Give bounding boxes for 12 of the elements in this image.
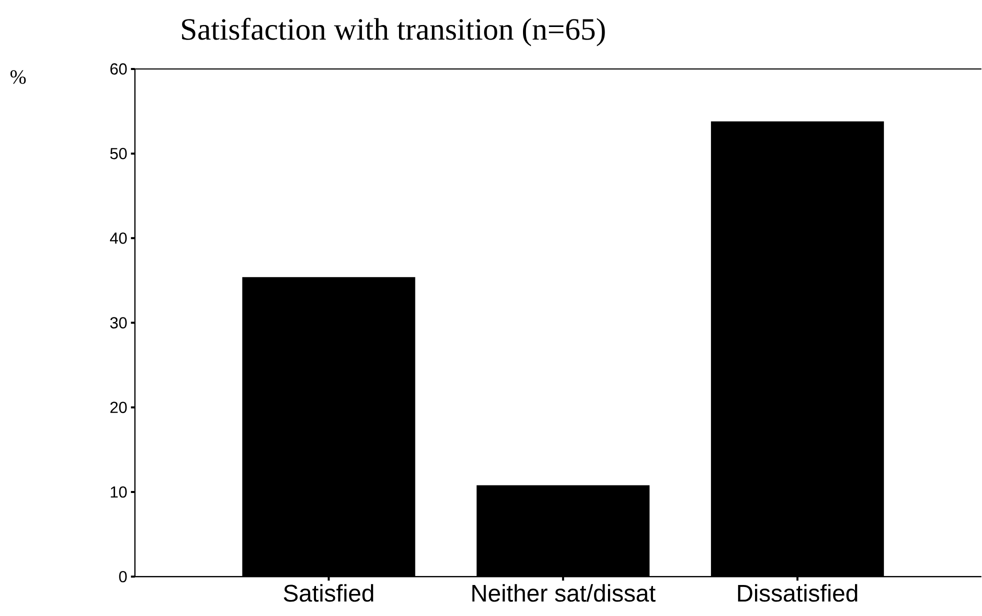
y-tick-label: 30 bbox=[110, 317, 127, 329]
y-axis-title: % bbox=[10, 70, 26, 84]
chart-title: Satisfaction with transition (n=65) bbox=[182, 18, 605, 46]
y-tick-label: 50 bbox=[110, 148, 127, 160]
x-tick-label: Satisfied bbox=[284, 584, 374, 602]
y-tick-label: 10 bbox=[110, 486, 127, 498]
y-tick-label: 60 bbox=[110, 63, 127, 75]
y-tick-label: 20 bbox=[110, 402, 127, 414]
y-tick-label: 0 bbox=[119, 571, 127, 582]
x-tick-label: Neither sat/dissat bbox=[472, 584, 656, 602]
y-tick-label: 40 bbox=[110, 232, 127, 244]
x-tick-label: Dissatisfied bbox=[738, 584, 858, 602]
